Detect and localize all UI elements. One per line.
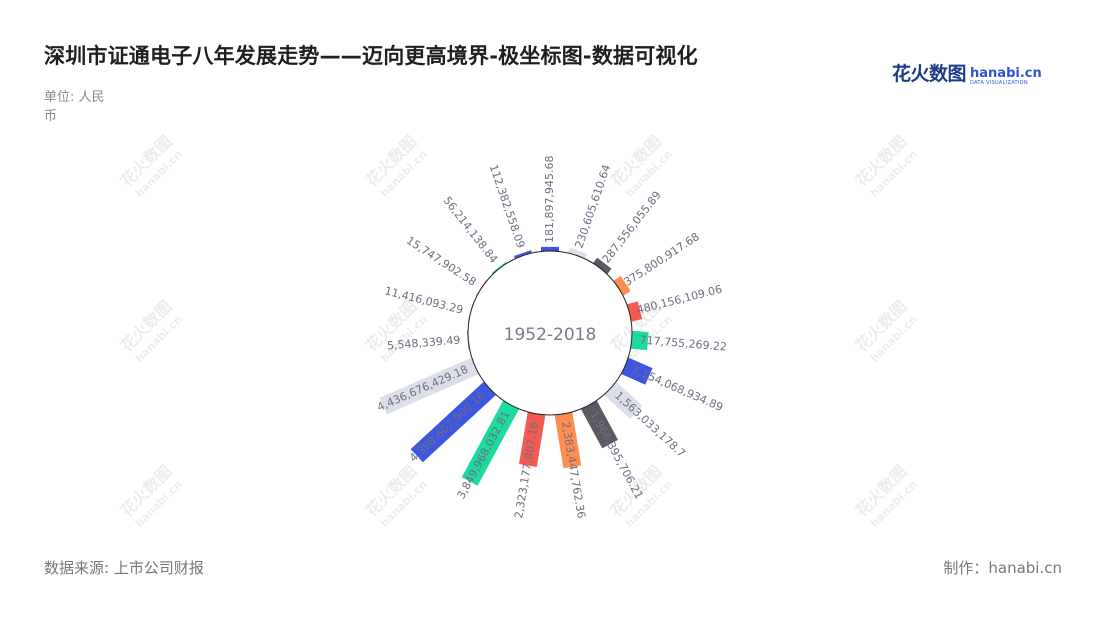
data-label-10: 2,383,447,762.36 — [559, 421, 588, 520]
logo-text-cn: 花火数图 — [892, 63, 967, 85]
data-label-17: 15,747,902.58 — [404, 234, 478, 289]
bar-1 — [541, 246, 559, 251]
bar-10 — [554, 412, 582, 469]
data-label-2: 230,605,610.64 — [573, 163, 614, 250]
unit-label: 单位: 人民币 — [44, 90, 105, 124]
logo-text-en-sub: DATA VISUALIZATION — [970, 80, 1028, 86]
brand-logo: 花火数图 hanabi.cn DATA VISUALIZATION — [892, 60, 1042, 86]
bar-8 — [604, 381, 643, 420]
bar-4 — [613, 275, 631, 296]
maker-credit: 制作：hanabi.cn — [943, 559, 1062, 577]
bar-9 — [581, 400, 619, 449]
bar-3 — [593, 257, 612, 274]
bar-5 — [627, 301, 643, 322]
data-label-7: 1,154,068,934.89 — [630, 363, 725, 414]
data-label-6: 717,755,269.22 — [639, 333, 727, 353]
data-label-1: 181,897,945.68 — [543, 156, 556, 243]
bar-18 — [491, 261, 507, 274]
bar-13 — [410, 381, 496, 463]
polar-axis-circle — [467, 250, 633, 416]
bar-11 — [519, 412, 546, 468]
data-source: 数据来源: 上市公司财报 — [44, 559, 204, 577]
data-label-15: 5,548,339.49 — [386, 333, 460, 352]
data-label-11: 2,323,177,807.16 — [512, 421, 541, 520]
data-label-9: 1,966,395,706.21 — [588, 409, 646, 501]
data-label-18: 56,214,138.84 — [441, 194, 501, 265]
bar-12 — [461, 400, 519, 486]
bar-19 — [514, 250, 532, 259]
logo-text-en-main: hanabi.cn — [970, 66, 1042, 81]
bar-2 — [568, 247, 587, 259]
bar-6 — [630, 330, 649, 351]
chart-title: 深圳市证通电子八年发展走势——迈向更高境界-极坐标图-数据可视化 — [44, 44, 698, 68]
data-label-3: 287,556,055.89 — [600, 189, 664, 266]
data-label-8: 1,563,033,178.7 — [612, 389, 688, 460]
logo-text-en: hanabi.cn DATA VISUALIZATION — [970, 67, 1042, 86]
data-label-14: 4,436,676,429.18 — [375, 363, 470, 414]
center-label: 1952-2018 — [504, 325, 597, 345]
bar-group — [379, 246, 653, 486]
bar-14 — [379, 357, 479, 415]
bar-7 — [621, 357, 653, 385]
data-label-19: 112,382,558.09 — [487, 163, 528, 250]
data-label-4: 375,800,917.68 — [621, 230, 701, 289]
